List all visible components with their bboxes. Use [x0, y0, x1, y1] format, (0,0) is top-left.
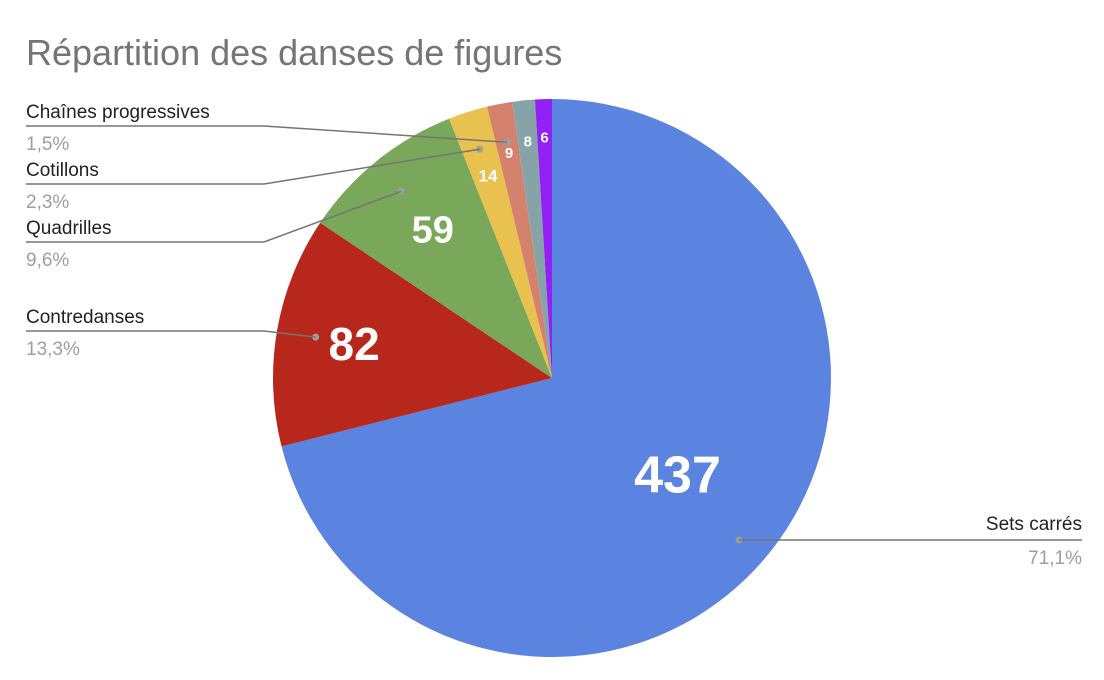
pie-slice-quadrilles — [320, 118, 552, 378]
pie-slice-cotillons — [449, 106, 552, 379]
legend-percent-quadrilles: 9,6% — [26, 250, 69, 271]
leader-line-contredanses — [26, 330, 316, 338]
slice-value-label-slice-5: 8 — [524, 134, 532, 151]
legend-name-quadrilles: Quadrilles — [26, 218, 112, 239]
slice-value-labels: 437 82 59 14 98 6 — [329, 130, 721, 505]
leader-line-cotillons — [26, 148, 480, 185]
legend-name-contredanses: Contredanses — [26, 307, 144, 328]
legend-percent-sets-carres: 71,1% — [1028, 548, 1082, 569]
legend-percent-chaines-progressives: 1,5% — [26, 134, 69, 155]
legend-percent-cotillons: 2,3% — [26, 192, 69, 213]
slice-value-label-quadrilles: 59 — [412, 209, 454, 251]
slice-value-label-sets-carres: 437 — [634, 447, 721, 505]
leader-line-chaines-progressives — [26, 125, 507, 144]
pie-slices — [273, 98, 832, 657]
legend-percent-contredanses: 13,3% — [26, 339, 80, 360]
slice-value-label-cotillons: 14 — [479, 166, 498, 185]
legend-name-sets-carres: Sets carrés — [986, 514, 1082, 535]
leader-lines — [26, 125, 1082, 544]
pie-slice-slice-5 — [512, 99, 552, 379]
legend-name-chaines-progressives: Chaînes progressives — [26, 102, 210, 123]
pie-slice-sets-carres — [281, 99, 832, 657]
pie-slice-slice-6 — [534, 98, 552, 378]
leader-line-quadrilles — [26, 190, 402, 243]
pie-slice-contredanses — [273, 222, 552, 447]
slice-value-label-contredanses: 82 — [329, 318, 380, 370]
slice-value-label-chaines-progressives: 9 — [505, 145, 513, 162]
chart-title: Répartition des danses de figures — [26, 32, 562, 73]
pie-slice-chaines-progressives — [487, 101, 552, 378]
legend-name-cotillons: Cotillons — [26, 160, 99, 181]
slice-value-label-slice-6: 6 — [540, 130, 548, 147]
slice-legend-labels: Sets carrés 71,1% Contredanses 13,3% Quadril… — [26, 102, 1082, 569]
